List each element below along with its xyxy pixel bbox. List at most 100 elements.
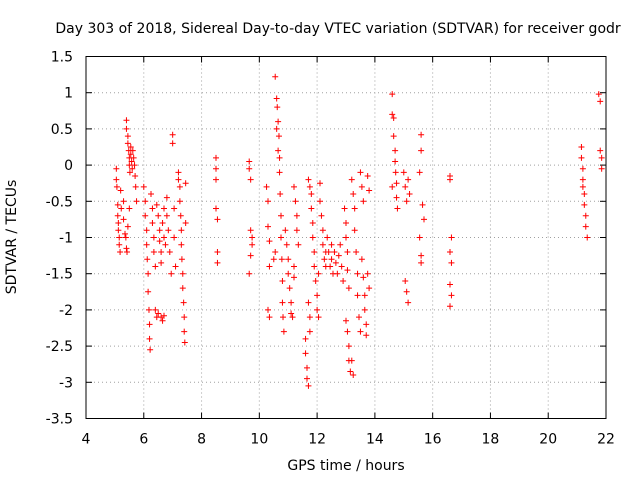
data-point (318, 212, 325, 219)
data-point (126, 162, 133, 169)
data-point (366, 285, 373, 292)
data-point (292, 198, 299, 205)
data-point (273, 95, 280, 102)
data-point (279, 299, 286, 306)
data-point (280, 314, 287, 321)
data-point (143, 227, 150, 234)
x-tick-label: 22 (597, 432, 615, 448)
data-point (341, 205, 348, 212)
data-point (133, 198, 140, 205)
data-point (361, 292, 368, 299)
data-point (178, 227, 185, 234)
data-point (364, 270, 371, 277)
data-point (124, 133, 131, 140)
data-point (113, 183, 120, 190)
data-point (168, 270, 175, 277)
x-tick-label: 12 (308, 432, 326, 448)
data-point (315, 314, 322, 321)
data-point (394, 205, 401, 212)
data-point (272, 248, 279, 255)
data-point (418, 259, 425, 266)
data-point (249, 234, 256, 241)
data-point (324, 234, 331, 241)
data-point (345, 343, 352, 350)
data-point (315, 270, 322, 277)
data-point (288, 299, 295, 306)
data-point (246, 158, 253, 165)
data-point (597, 147, 604, 154)
data-point (582, 212, 589, 219)
data-point (393, 194, 400, 201)
data-point (309, 220, 316, 227)
data-point (448, 259, 455, 266)
data-point (392, 169, 399, 176)
y-tick-label: -3 (59, 375, 73, 391)
data-point (146, 321, 153, 328)
y-axis-label: SDTVAR / TECUs (4, 180, 20, 295)
data-point (180, 299, 187, 306)
data-point (389, 183, 396, 190)
data-point (169, 140, 176, 147)
data-point (163, 212, 170, 219)
data-point (122, 234, 129, 241)
data-point (447, 248, 453, 255)
data-point (363, 332, 370, 339)
data-point (129, 147, 136, 154)
data-point (579, 183, 586, 190)
data-point (117, 187, 124, 194)
data-point (175, 176, 182, 183)
data-point (317, 180, 323, 187)
x-tick-label: 8 (197, 432, 206, 448)
data-point (156, 227, 163, 234)
data-point (147, 346, 154, 353)
data-point (306, 328, 313, 335)
data-point (348, 357, 355, 364)
data-point (116, 241, 123, 248)
data-point (598, 154, 605, 161)
data-point (328, 241, 335, 248)
data-point (448, 234, 455, 241)
data-point (153, 201, 160, 208)
data-point (328, 256, 335, 263)
data-point (354, 292, 361, 299)
data-point (306, 314, 313, 321)
data-point (327, 263, 334, 270)
data-point (123, 117, 130, 124)
data-point (145, 306, 152, 313)
data-point (308, 205, 315, 212)
y-tick-label: -1.5 (46, 267, 73, 283)
x-tick-label: 18 (482, 432, 500, 448)
data-point (127, 151, 134, 158)
data-point (115, 220, 122, 227)
data-point (161, 205, 167, 212)
data-point (361, 306, 368, 313)
data-point (165, 227, 172, 234)
data-point (308, 191, 315, 198)
data-point (390, 133, 397, 140)
data-point (152, 263, 159, 270)
data-point (265, 223, 271, 230)
data-point (314, 306, 321, 313)
data-point (275, 133, 282, 140)
data-point (266, 314, 273, 321)
data-point (285, 270, 292, 277)
data-point (162, 241, 169, 248)
data-point (156, 238, 163, 245)
data-point (247, 176, 254, 183)
data-point (150, 234, 157, 241)
data-point (448, 292, 455, 299)
data-point (289, 314, 296, 321)
data-point (118, 205, 125, 212)
data-point (273, 125, 280, 132)
data-point (276, 169, 283, 176)
data-point (598, 165, 605, 172)
data-point (338, 263, 345, 270)
data-point (278, 256, 285, 263)
data-point (356, 314, 362, 321)
data-point (334, 270, 341, 277)
data-point (149, 220, 156, 227)
data-point (131, 162, 138, 169)
data-point (263, 183, 270, 190)
data-point (400, 169, 407, 176)
